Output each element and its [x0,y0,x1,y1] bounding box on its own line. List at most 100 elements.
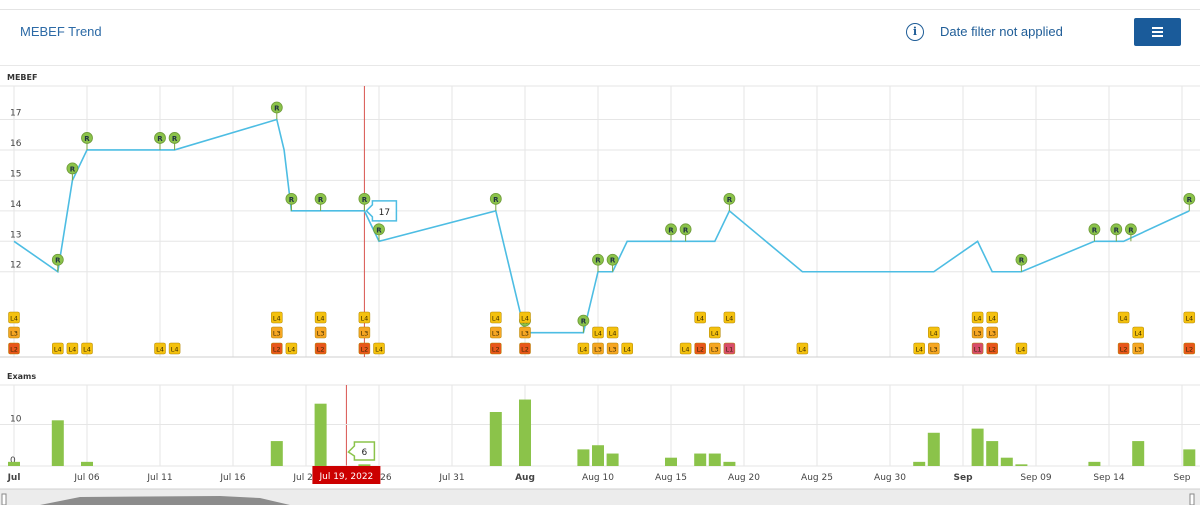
level-flag-label: L4 [594,330,602,338]
level-flag [986,342,998,355]
level-flag-label: L4 [317,315,325,323]
r-marker-label: R [172,135,178,143]
r-marker [66,162,79,175]
r-marker-label: R [70,165,76,173]
x-tick-label: Aug 15 [655,473,687,483]
y-tick-label: 14 [10,200,22,210]
r-marker-label: R [493,196,499,204]
level-flag-label: L4 [492,315,500,323]
r-marker [154,132,166,144]
level-flag-label: L3 [711,346,719,354]
level-flag [796,342,809,355]
level-flag [592,326,604,339]
exam-bar [665,457,677,466]
level-flag [358,342,371,355]
x-tick-label: Aug 25 [801,473,833,483]
exam-bar [694,453,707,466]
level-flag [8,326,20,339]
level-flag [373,342,385,355]
level-flag-label: L4 [1120,315,1128,323]
level-flag [679,342,692,355]
level-flag-label: L2 [988,346,996,354]
level-flag [709,326,721,339]
level-flag [490,326,502,339]
r-marker [168,132,181,144]
level-flag-label: L4 [930,330,938,338]
page-title: MEBEF Trend [20,24,102,39]
level-flag-label: L3 [930,346,938,354]
mebef-exams-chart[interactable]: MEBEF121314151617RRRRRRRRRRRRRRRRRRRRRRR… [0,66,1200,505]
level-flag-label: L3 [317,330,325,338]
level-flag [1183,342,1196,355]
exam-tooltip [347,441,376,461]
level-flag-label: L3 [10,330,18,338]
y-tick-label: 10 [10,414,22,424]
crosshair-date-label: Jul 19, 2022 [318,472,373,482]
level-flag-label: L2 [273,346,281,354]
r-marker [1125,223,1137,236]
exam-bar [606,453,619,466]
y-tick-label: 13 [10,230,21,240]
level-flag [519,326,531,339]
hamburger-menu-button[interactable] [1134,18,1181,46]
y-tick-label: 16 [10,139,22,149]
x-tick-label: Aug [515,473,535,483]
exam-bar [358,464,371,466]
exam-bar [913,461,926,466]
r-marker [723,192,736,205]
level-flag-label: L4 [696,315,704,323]
level-flag [1117,342,1130,355]
level-flag-label: L3 [988,330,996,338]
date-filter-status: Date filter not applied [940,24,1063,39]
level-flag [314,342,327,355]
level-flag [694,342,706,355]
level-flag [154,342,166,355]
r-marker-label: R [376,226,382,234]
exam-bar [577,449,590,466]
level-flag-label: L4 [974,315,982,323]
x-tick-label: Jul 11 [146,473,172,483]
exam-bar [1183,449,1196,466]
top-strip [0,0,1200,10]
r-marker-label: R [318,196,324,204]
x-tick-label: Sep [1174,473,1191,483]
y-tick-label: 0 [10,456,16,466]
r-marker-label: R [595,257,601,265]
level-flag-label: L4 [682,346,690,354]
level-flag-label: L4 [273,315,281,323]
level-flag-label: L4 [988,315,996,323]
level-flag [606,342,619,355]
x-tick-label: Jul 16 [219,473,245,483]
level-flag [66,342,79,355]
r-marker-label: R [581,318,587,326]
level-flag [52,342,64,355]
level-flag-label: L2 [361,346,369,354]
mebef-series-line [13,118,1190,334]
x-tick-label: Jul [7,473,21,483]
level-flag [709,342,721,355]
hamburger-menu-icon [1152,27,1163,29]
r-marker [1110,223,1123,236]
value-tooltip-text: 17 [379,208,390,218]
exam-bar [51,420,64,466]
r-marker-label: R [274,104,280,112]
info-icon[interactable]: i [906,23,924,41]
level-flag [928,326,940,339]
exam-bar [1015,464,1028,466]
r-marker-label: R [610,257,616,265]
level-flag [271,311,283,324]
exam-bar [986,441,999,466]
level-flag-label: L4 [156,346,164,354]
level-flag [271,342,283,355]
level-flag [8,311,20,324]
mebef-panel: MEBEF121314151617RRRRRRRRRRRRRRRRRRRRRRR… [0,73,1200,357]
level-flag-label: L4 [69,346,77,354]
exam-bar [270,441,283,466]
x-tick-label: Sep 09 [1020,473,1052,483]
level-flag-label: L3 [974,330,982,338]
grid-lines [0,85,1200,467]
level-flag-label: L3 [594,346,602,354]
level-flag-label: L4 [799,346,807,354]
range-navigator[interactable] [0,488,1200,505]
r-marker [81,132,93,144]
